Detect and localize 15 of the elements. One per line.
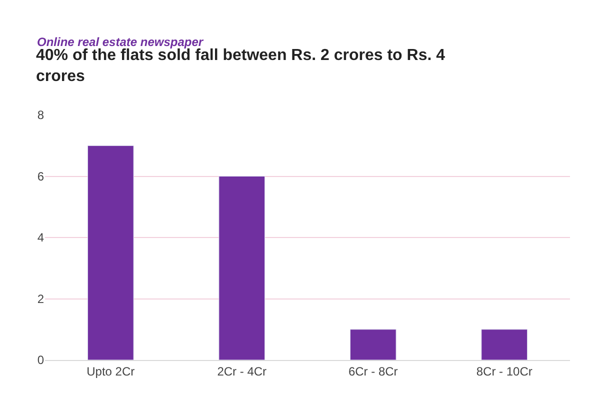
text: Online real estate newspaper [37, 35, 204, 49]
y-tick-label: 2 [37, 292, 44, 306]
x-tick-label: 2Cr - 4Cr [217, 364, 267, 378]
x-tick-label: Upto 2Cr [86, 364, 135, 378]
y-tick-label: 6 [37, 169, 44, 184]
x-tick-label: 6Cr - 8Cr [348, 364, 398, 378]
bar [87, 145, 134, 360]
bar [350, 329, 396, 360]
chart-title: 40% of the flats sold fall between Rs. 2 crores to Rs. 4 crores [36, 47, 446, 85]
y-tick-label: 4 [37, 230, 44, 245]
bar [481, 329, 528, 360]
x-tick-label: 8Cr - 10Cr [476, 364, 532, 378]
y-tick-label: 0 [37, 353, 44, 368]
y-tick-label: 8 [37, 108, 44, 122]
bar [218, 176, 266, 360]
